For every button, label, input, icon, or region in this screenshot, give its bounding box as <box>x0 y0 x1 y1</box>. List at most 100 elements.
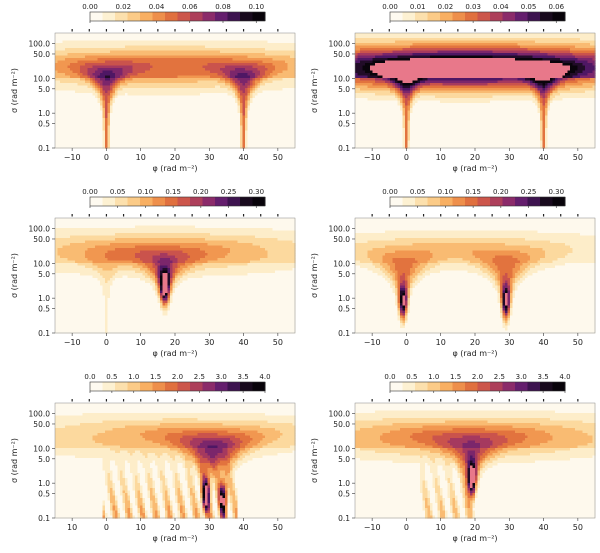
x-minor-tick <box>191 214 193 217</box>
colorbar-tick-label: 0.10 <box>138 188 154 196</box>
colorbar-swatch <box>427 197 441 206</box>
x-minor-tick <box>491 399 493 402</box>
x-minor-tick <box>577 214 579 217</box>
colorbar <box>89 11 266 22</box>
x-minor-tick <box>457 399 459 402</box>
y-tick-label: 1.0 <box>38 294 50 303</box>
x-tick-label: 0 <box>404 338 409 347</box>
colorbar-tick-label: 0.10 <box>438 188 454 196</box>
colorbar-tick-label: 4.0 <box>259 373 270 381</box>
colorbar-swatch <box>140 12 153 21</box>
colorbar <box>389 196 566 207</box>
panel-3: 0.00 0.05 0.10 0.15 0.20 0.25 0.30 −10 0 10 20 30 40… <box>10 188 296 358</box>
y-tick-label: 50.0 <box>333 235 350 244</box>
x-minor-tick <box>140 399 142 402</box>
colorbar-swatch <box>490 12 503 21</box>
x-minor-tick <box>474 399 476 402</box>
colorbar-swatch <box>165 382 178 391</box>
x-minor-tick <box>577 29 579 32</box>
colorbar-swatch <box>102 382 116 391</box>
colorbar-swatch <box>252 197 266 206</box>
colorbar-swatch <box>127 382 141 391</box>
y-tick-label: 10.0 <box>33 259 50 268</box>
x-tick-label: −10 <box>64 338 81 347</box>
colorbar-swatch <box>527 197 541 206</box>
colorbar-swatch <box>115 12 128 21</box>
colorbar-swatch <box>440 12 453 21</box>
colorbar-swatch <box>165 197 178 206</box>
y-tick-label: 0.1 <box>38 329 50 338</box>
x-minor-tick <box>71 29 73 32</box>
colorbar-swatch <box>240 382 253 391</box>
colorbar-swatch <box>477 12 491 21</box>
colorbar-tick-label: 2.5 <box>194 373 205 381</box>
y-axis-label: σ (rad m⁻²) <box>10 438 19 483</box>
colorbar-tick-label: 4.0 <box>559 373 570 381</box>
colorbar-tick-label: 0.25 <box>521 188 537 196</box>
y-tick-label: 10.0 <box>333 444 350 453</box>
colorbar-tick-label: 0.00 <box>382 3 398 11</box>
y-tick-label: 0.1 <box>338 144 350 153</box>
x-tick-label: 30 <box>504 338 514 347</box>
x-minor-tick <box>371 29 373 32</box>
x-minor-tick <box>242 214 245 217</box>
colorbar-tick-label: 1.5 <box>150 373 161 381</box>
x-minor-tick <box>105 399 108 402</box>
colorbar-tick-label: 0.06 <box>182 3 198 11</box>
colorbar-swatch <box>115 382 128 391</box>
x-minor-tick <box>105 29 108 32</box>
heatmap-5 <box>55 403 296 519</box>
x-tick-label: 20 <box>170 153 180 162</box>
x-minor-tick <box>242 29 245 32</box>
x-minor-tick <box>405 214 408 217</box>
y-tick-label: 5.0 <box>38 270 50 279</box>
colorbar-tick-label: 0.5 <box>106 373 117 381</box>
x-tick-label: 20 <box>170 523 180 532</box>
x-minor-tick <box>542 29 545 32</box>
y-tick-label: 5.0 <box>338 455 350 464</box>
panel-2: 0.00 0.01 0.02 0.03 0.04 0.05 0.06 −10 0 10 20 30 40… <box>310 3 596 173</box>
x-minor-tick <box>225 29 228 32</box>
colorbar-swatch <box>240 197 253 206</box>
colorbar-swatch <box>465 12 478 21</box>
colorbar-swatch <box>515 197 528 206</box>
heatmap-4 <box>355 218 596 334</box>
colorbar-swatch <box>402 12 416 21</box>
y-tick-label: 5.0 <box>338 85 350 94</box>
colorbar-swatch <box>415 382 428 391</box>
colorbar-swatch <box>490 382 503 391</box>
colorbar-swatch <box>115 197 128 206</box>
x-minor-tick <box>71 399 73 402</box>
y-axis-label: σ (rad m⁻²) <box>310 438 319 483</box>
colorbar-swatch <box>152 12 166 21</box>
colorbar-swatch <box>552 12 566 21</box>
colorbar-tick-label: 0.05 <box>110 188 126 196</box>
colorbar-tick-label: 0.04 <box>149 3 165 11</box>
heatmap-3 <box>55 218 296 334</box>
colorbar-tick-label: 1.0 <box>428 373 439 381</box>
heatmap-1 <box>55 33 296 149</box>
x-minor-tick <box>388 399 390 402</box>
x-tick-label: 50 <box>573 523 583 532</box>
x-tick-label: 30 <box>504 523 514 532</box>
colorbar-swatch <box>490 197 503 206</box>
y-tick-label: 0.5 <box>38 305 50 314</box>
x-minor-tick <box>191 399 193 402</box>
y-tick-label: 100.0 <box>29 39 51 48</box>
colorbar-swatch <box>240 12 253 21</box>
colorbar-swatch <box>90 12 103 21</box>
x-tick-label: 40 <box>238 338 248 347</box>
panel-1: 0.00 0.02 0.04 0.06 0.08 0.10 −10 0 10 20 30 40 50 0.… <box>10 3 296 173</box>
y-axis-label: σ (rad m⁻²) <box>10 68 19 113</box>
colorbar-swatch <box>390 12 403 21</box>
colorbar-tick-label: 0.02 <box>115 3 131 11</box>
x-tick-label: 40 <box>238 153 248 162</box>
x-minor-tick <box>560 214 562 217</box>
heatmap-2 <box>355 33 596 149</box>
colorbar-swatch <box>152 197 166 206</box>
colorbar-swatch <box>515 382 528 391</box>
colorbar-swatch <box>390 382 403 391</box>
x-tick-label: 50 <box>273 153 283 162</box>
colorbar-tick-label: 3.0 <box>516 373 527 381</box>
